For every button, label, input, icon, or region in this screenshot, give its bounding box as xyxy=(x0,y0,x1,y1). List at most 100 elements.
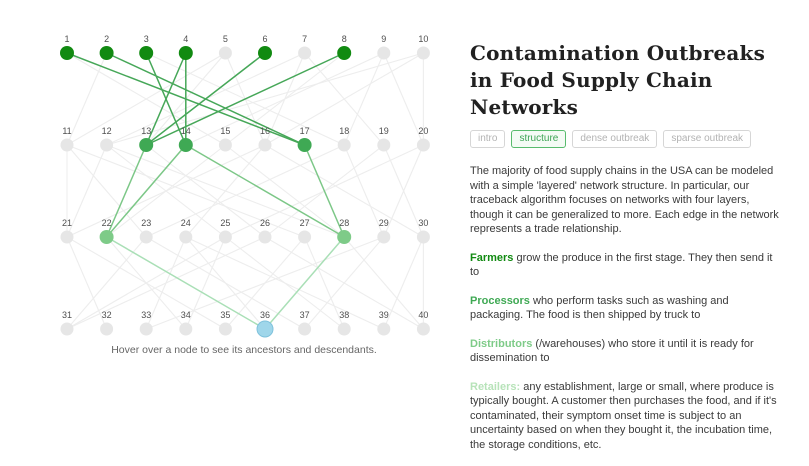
node-22[interactable] xyxy=(99,230,114,244)
node-6[interactable] xyxy=(258,46,272,60)
node-label-35: 35 xyxy=(220,310,230,320)
trade-edge xyxy=(264,52,424,146)
tab-sparse-outbreak[interactable]: sparse outbreak xyxy=(663,130,752,148)
node-19[interactable] xyxy=(377,138,391,152)
node-20[interactable] xyxy=(416,138,430,152)
processors-text: who perform tasks such as washing and pa… xyxy=(470,294,729,322)
trade-edge xyxy=(225,144,345,238)
node-29[interactable] xyxy=(377,230,391,244)
node-11[interactable] xyxy=(60,138,74,152)
node-label-3: 3 xyxy=(144,34,149,44)
ancestor-edge-farmer-processor xyxy=(145,52,266,146)
node-35[interactable] xyxy=(218,322,232,336)
node-label-36: 36 xyxy=(260,310,270,320)
node-38[interactable] xyxy=(337,322,351,336)
node-14[interactable] xyxy=(178,138,193,152)
node-label-12: 12 xyxy=(102,126,112,136)
node-21[interactable] xyxy=(60,230,74,244)
ancestor-edge-processor-distributor xyxy=(303,144,345,238)
node-39[interactable] xyxy=(377,322,391,336)
node-4[interactable] xyxy=(178,46,193,60)
node-40[interactable] xyxy=(416,322,430,336)
node-label-4: 4 xyxy=(183,34,188,44)
node-label-40: 40 xyxy=(418,310,428,320)
node-7[interactable] xyxy=(298,46,312,60)
tab-structure[interactable]: structure xyxy=(511,130,567,148)
trade-edge xyxy=(343,236,424,330)
node-13[interactable] xyxy=(139,138,154,152)
node-label-33: 33 xyxy=(141,310,151,320)
node-15[interactable] xyxy=(218,138,232,152)
node-label-31: 31 xyxy=(62,310,72,320)
node-5[interactable] xyxy=(218,46,232,60)
node-label-9: 9 xyxy=(381,34,386,44)
node-10[interactable] xyxy=(416,46,430,60)
processors-label: Processors xyxy=(470,294,530,307)
stage-retailers: Retailers: any establishment, large or s… xyxy=(470,380,782,453)
trade-edge xyxy=(383,236,424,330)
node-label-15: 15 xyxy=(220,126,230,136)
ancestor-edge-farmer-processor xyxy=(145,52,187,146)
node-label-37: 37 xyxy=(300,310,310,320)
text-panel: Contamination Outbreaks in Food Supply C… xyxy=(470,40,800,466)
node-label-2: 2 xyxy=(104,34,109,44)
node-36[interactable] xyxy=(256,320,274,338)
tab-dense-outbreak[interactable]: dense outbreak xyxy=(572,130,658,148)
trade-edge xyxy=(145,144,266,238)
node-24[interactable] xyxy=(179,230,193,244)
ancestor-edge-processor-distributor xyxy=(105,144,147,238)
node-1[interactable] xyxy=(60,46,74,60)
trade-edge xyxy=(146,236,384,330)
intro-paragraph: The majority of food supply chains in th… xyxy=(470,165,779,235)
node-23[interactable] xyxy=(139,230,153,244)
node-9[interactable] xyxy=(377,46,391,60)
distributors-label: Distributors xyxy=(470,337,533,350)
node-label-30: 30 xyxy=(418,218,428,228)
trade-edge xyxy=(145,144,345,238)
node-3[interactable] xyxy=(139,46,154,60)
node-27[interactable] xyxy=(298,230,312,244)
trade-edge xyxy=(225,236,345,330)
trade-edge xyxy=(66,144,108,238)
trade-edge xyxy=(304,236,385,330)
node-label-23: 23 xyxy=(141,218,151,228)
node-label-27: 27 xyxy=(300,218,310,228)
page-title: Contamination Outbreaks in Food Supply C… xyxy=(470,40,800,121)
node-2[interactable] xyxy=(99,46,114,60)
node-16[interactable] xyxy=(258,138,272,152)
node-34[interactable] xyxy=(179,322,193,336)
node-25[interactable] xyxy=(218,230,232,244)
ancestor-edge-distributor-retailer xyxy=(106,236,266,330)
node-label-25: 25 xyxy=(220,218,230,228)
node-label-1: 1 xyxy=(64,34,69,44)
node-33[interactable] xyxy=(139,322,153,336)
node-label-38: 38 xyxy=(339,310,349,320)
trade-edge xyxy=(225,52,345,146)
trade-edge xyxy=(106,236,187,330)
tab-intro[interactable]: intro xyxy=(470,130,506,148)
distributors-text: (/warehouses) who store it until it is r… xyxy=(470,337,754,365)
stage-processors: Processors who perform tasks such as was… xyxy=(470,294,782,323)
page-title-line2: in Food Supply Chain Networks xyxy=(470,68,713,119)
node-12[interactable] xyxy=(100,138,114,152)
node-label-7: 7 xyxy=(302,34,307,44)
stage-distributors: Distributors (/warehouses) who store it … xyxy=(470,337,782,366)
trade-edge xyxy=(66,144,266,238)
node-28[interactable] xyxy=(337,230,352,244)
node-37[interactable] xyxy=(298,322,312,336)
node-label-32: 32 xyxy=(102,310,112,320)
node-31[interactable] xyxy=(60,322,74,336)
node-18[interactable] xyxy=(337,138,351,152)
node-30[interactable] xyxy=(416,230,430,244)
node-32[interactable] xyxy=(100,322,114,336)
node-label-19: 19 xyxy=(379,126,389,136)
node-17[interactable] xyxy=(297,138,312,152)
node-8[interactable] xyxy=(337,46,352,60)
trade-edge xyxy=(66,144,147,238)
node-26[interactable] xyxy=(258,230,272,244)
trade-edge xyxy=(66,52,226,146)
node-label-22: 22 xyxy=(102,218,112,228)
node-label-11: 11 xyxy=(62,126,71,136)
retailers-label: Retailers: xyxy=(470,380,521,393)
trade-edge xyxy=(66,144,305,238)
